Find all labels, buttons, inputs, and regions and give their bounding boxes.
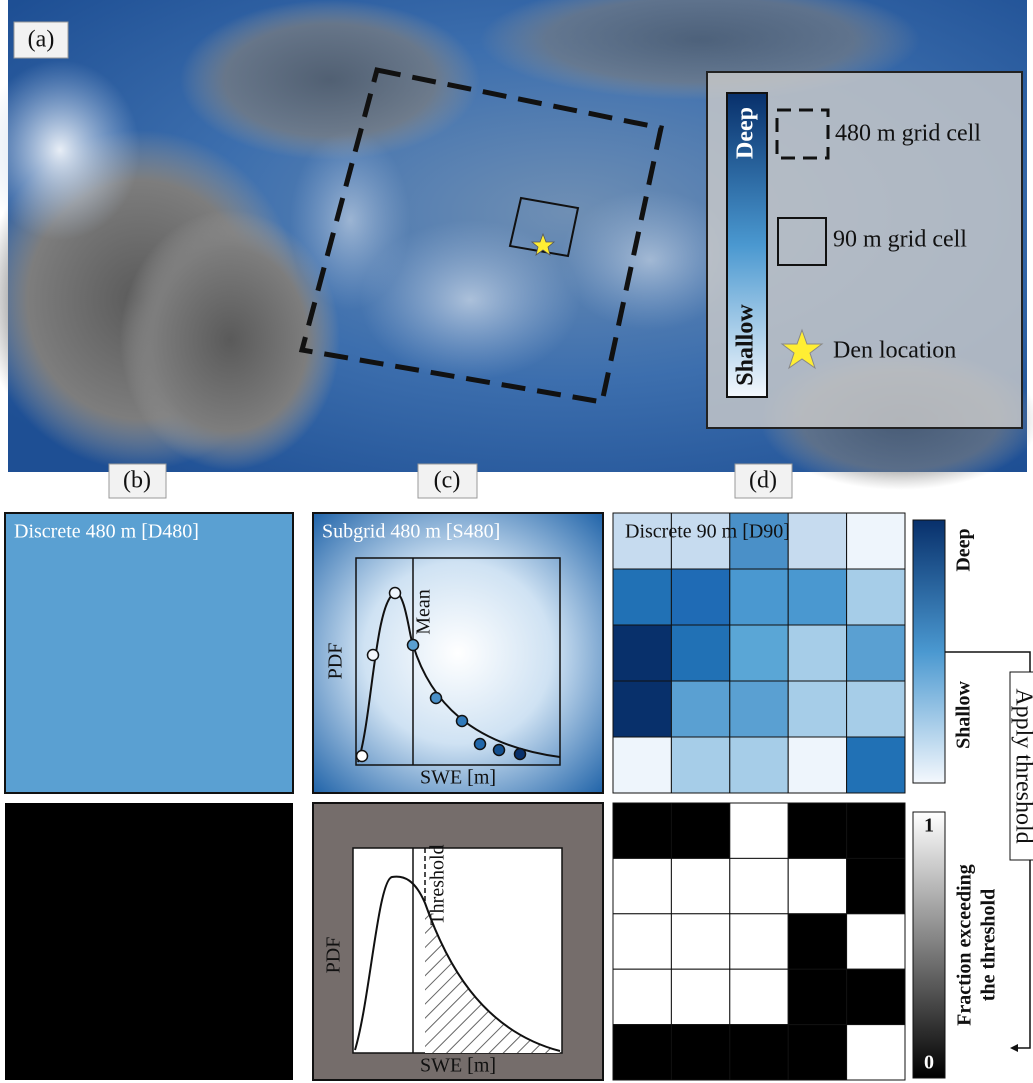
grid-cell (670, 857, 731, 915)
grid-cell (612, 736, 672, 794)
grid-cell (612, 680, 672, 738)
colorbar-label: 1 (924, 815, 934, 837)
colorbar-title: Fraction exceeding (954, 864, 976, 1026)
panel-label: (d) (749, 468, 777, 494)
grid-cell (612, 624, 672, 682)
grid-cell (729, 857, 789, 915)
grid-cell (670, 736, 731, 794)
d90-threshold-grid (612, 802, 906, 1081)
axis-label: PDF (323, 937, 345, 974)
grid-cell (612, 913, 672, 970)
grid-cell (729, 568, 789, 626)
grid-cell (846, 736, 906, 794)
d480-threshold (5, 803, 293, 1080)
grid-cell (846, 968, 906, 1026)
grid-cell (670, 624, 731, 682)
panel-title: Discrete 90 m [D90] (625, 521, 790, 543)
colorbar-label: 0 (924, 1052, 934, 1074)
grid-cell (846, 512, 906, 570)
grid-cell (846, 857, 906, 915)
grid-cell (787, 802, 848, 859)
grid-cell (729, 680, 789, 738)
grid-cell (612, 1024, 672, 1081)
grid-cell (846, 680, 906, 738)
grid-cell (670, 1024, 731, 1081)
grid-cell (729, 968, 789, 1026)
panel-title: Subgrid 480 m [S480] (322, 521, 500, 543)
grid-cell (729, 802, 789, 859)
grid-cell (612, 968, 672, 1026)
panel-label: (b) (123, 468, 151, 494)
d480-cell (4, 512, 294, 794)
legend-item: 90 m grid cell (833, 227, 967, 253)
marker-label: Threshold (427, 844, 449, 925)
grid-cell (787, 968, 848, 1026)
legend-item: Den location (833, 338, 956, 364)
grid-cell (670, 802, 731, 859)
grid-cell (787, 857, 848, 915)
map: (a) Deep Shallow 480 m grid cell 90 m gr… (0, 0, 1033, 490)
axis-label: SWE [m] (420, 1055, 496, 1077)
colorbar-label: Shallow (953, 681, 975, 749)
legend-item: 480 m grid cell (835, 121, 981, 147)
grid-cell (729, 913, 789, 970)
grid-cell (846, 802, 906, 859)
grid-cell (846, 913, 906, 970)
panel-label: (a) (28, 27, 55, 53)
grid-cell (670, 568, 731, 626)
arrow-label: Apply threshold (1010, 688, 1033, 843)
grid-cell (670, 968, 731, 1026)
grid-cell (612, 802, 672, 859)
grid-cell (729, 1024, 789, 1081)
grid-cell (787, 736, 848, 794)
colorbar-title: the threshold (978, 889, 1000, 1001)
grid-cell (612, 857, 672, 915)
axis-label: PDF (325, 643, 347, 680)
grid-cell (729, 512, 789, 570)
panel-title: Discrete 480 m [D480] (14, 521, 199, 543)
axis-label: SWE [m] (420, 767, 496, 789)
panel-label: (c) (434, 468, 461, 494)
grid-cell (787, 624, 848, 682)
grid-cell (846, 1024, 906, 1081)
grid-cell (787, 680, 848, 738)
grid-cell (846, 568, 906, 626)
grid-cell (787, 512, 848, 570)
grid-cell (787, 568, 848, 626)
d90-grid (612, 512, 906, 794)
grid-cell (846, 624, 906, 682)
grid-cell (787, 1024, 848, 1081)
grid-cell (670, 913, 731, 970)
grid-cell (729, 624, 789, 682)
grid-cell (729, 736, 789, 794)
grid-cell (670, 680, 731, 738)
legend-deep: Deep (733, 107, 759, 159)
grid-cell (787, 913, 848, 970)
grid-cell (612, 568, 672, 626)
marker-label: Mean (413, 589, 435, 635)
colorbar-label: Deep (953, 528, 975, 571)
legend-shallow: Shallow (733, 304, 759, 386)
